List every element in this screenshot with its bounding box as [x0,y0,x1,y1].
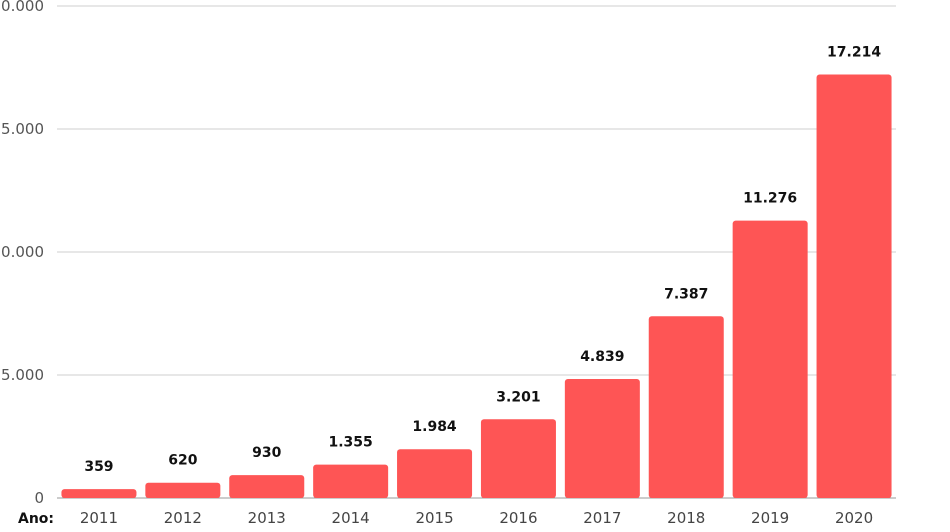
value-label-2013: 930 [252,445,281,461]
x-axis-title: Ano: [18,511,54,527]
x-tick-label-2018: 2018 [667,509,705,527]
value-label-2015: 1.984 [412,419,457,435]
value-label-2011: 359 [84,459,113,475]
x-tick-label-2017: 2017 [583,509,621,527]
bar-2012 [145,482,221,498]
x-tick-label-2011: 2011 [80,509,118,527]
y-tick-label: 5.000 [1,366,44,384]
x-tick-label-2014: 2014 [332,509,370,527]
value-label-2016: 3.201 [496,389,540,405]
bar-2015 [397,449,473,498]
x-tick-label-2015: 2015 [415,509,453,527]
value-label-2019: 11.276 [743,191,797,207]
y-axis-ticks: 0 5.000 10.000 15.000 20.000 [0,0,44,507]
value-labels: 359 620 930 1.355 1.984 3.201 4.839 7.387 11.276… [84,45,881,476]
y-tick-label: 0 [34,489,44,507]
y-tick-label: 20.000 [0,0,44,15]
bars [61,74,892,499]
value-label-2020: 17.214 [827,45,881,61]
x-tick-label-2019: 2019 [751,509,789,527]
x-tick-label-2016: 2016 [499,509,537,527]
bar-2013 [229,475,305,498]
value-label-2014: 1.355 [329,435,373,451]
bar-2014 [313,464,389,498]
bar-2019 [732,220,808,498]
value-label-2018: 7.387 [664,286,708,302]
value-label-2017: 4.839 [580,349,624,365]
bar-2020 [816,74,892,499]
value-label-2012: 620 [168,453,197,469]
y-tick-label: 10.000 [0,243,44,261]
bar-2017 [564,378,640,498]
x-tick-label-2013: 2013 [248,509,286,527]
x-tick-label-2012: 2012 [164,509,202,527]
x-tick-label-2020: 2020 [835,509,873,527]
x-axis-ticks: 2011 2012 2013 2014 2015 2016 2017 2018 2019 2020 [80,509,873,527]
bar-2011 [61,489,137,498]
y-tick-label: 15.000 [0,120,44,138]
bar-2016 [480,419,556,498]
bar-2018 [648,316,724,498]
